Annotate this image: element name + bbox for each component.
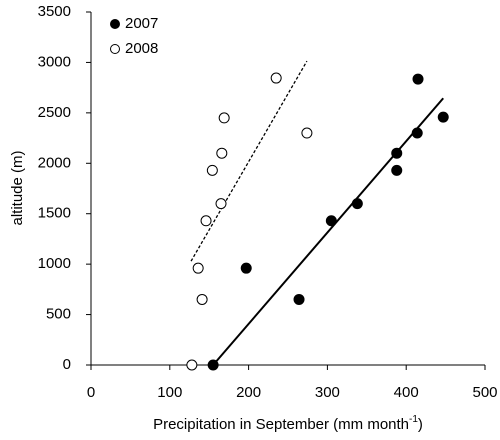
y-tick-label: 1500 [38, 205, 71, 222]
y-tick-label: 500 [46, 306, 71, 323]
x-tick-label: 0 [87, 384, 95, 401]
x-axis-label: Precipitation in September (mm month-1) [153, 414, 423, 433]
data-point [391, 164, 403, 176]
data-point [215, 198, 227, 210]
data-point [240, 262, 252, 274]
x-tick-label: 200 [236, 384, 261, 401]
data-point [270, 72, 282, 84]
data-point [391, 147, 403, 159]
trend-line [190, 60, 308, 262]
x-tick-label: 500 [472, 384, 497, 401]
data-point [192, 262, 204, 274]
x-tick-label: 100 [157, 384, 182, 401]
y-tick-label: 3500 [38, 3, 71, 20]
data-point [325, 215, 337, 227]
data-point [293, 293, 305, 305]
data-point [301, 127, 313, 139]
y-tick-label: 2000 [38, 154, 71, 171]
data-point [411, 127, 423, 139]
data-point [437, 111, 449, 123]
y-tick-label: 2500 [38, 104, 71, 121]
data-point [200, 215, 212, 227]
data-point [218, 112, 230, 124]
x-tick-label: 400 [394, 384, 419, 401]
data-point [207, 359, 219, 371]
legend-label: 2008 [125, 40, 158, 57]
y-tick-label: 0 [63, 356, 71, 373]
y-tick-label: 3000 [38, 53, 71, 70]
x-axis-label-end: ) [418, 416, 423, 433]
data-point [186, 359, 198, 371]
legend-marker [110, 44, 120, 54]
data-point [196, 293, 208, 305]
legend-label: 2007 [125, 15, 158, 32]
data-point [206, 164, 218, 176]
y-axis-label: altitude (m) [9, 150, 26, 225]
x-axis-label-sup: -1 [409, 414, 418, 425]
legend-marker [110, 19, 120, 29]
y-tick-label: 1000 [38, 255, 71, 272]
x-axis-label-main: Precipitation in September (mm month [153, 416, 409, 433]
data-point [412, 73, 424, 85]
data-point [216, 147, 228, 159]
trend-line [212, 97, 444, 366]
x-tick-label: 300 [315, 384, 340, 401]
data-point [351, 198, 363, 210]
